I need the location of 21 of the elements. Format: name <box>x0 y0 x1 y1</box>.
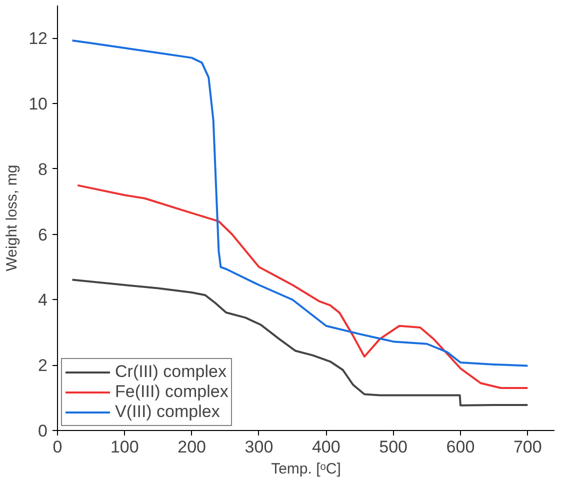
y-tick-label: 0 <box>38 422 48 440</box>
x-tick-label: 500 <box>379 438 408 456</box>
y-tick-label: 2 <box>38 356 48 376</box>
x-tick-label: 200 <box>178 438 206 456</box>
legend-label: Cr(III) complex <box>115 362 226 382</box>
x-tick-label: 100 <box>110 438 139 456</box>
x-tick-label: 400 <box>312 438 340 456</box>
x-tick-label: 700 <box>513 438 542 456</box>
line-series <box>71 278 529 406</box>
legend-label: Fe(III) complex <box>115 382 228 402</box>
x-tick-label: 300 <box>244 438 274 456</box>
y-tick-label: 4 <box>38 290 48 310</box>
y-tick-label: 10 <box>28 94 48 114</box>
y-tick-label: 6 <box>38 225 48 244</box>
y-tick-label: 12 <box>28 29 48 48</box>
x-tick-label: 0 <box>52 438 62 456</box>
y-tick-label: 8 <box>38 160 48 179</box>
x-axis-title: Temp. [ᵒC] <box>271 460 341 478</box>
y-axis-title: Weight loss, mg <box>4 164 21 272</box>
legend-label: V(III) complex <box>115 402 220 422</box>
x-tick-label: 600 <box>446 438 475 456</box>
